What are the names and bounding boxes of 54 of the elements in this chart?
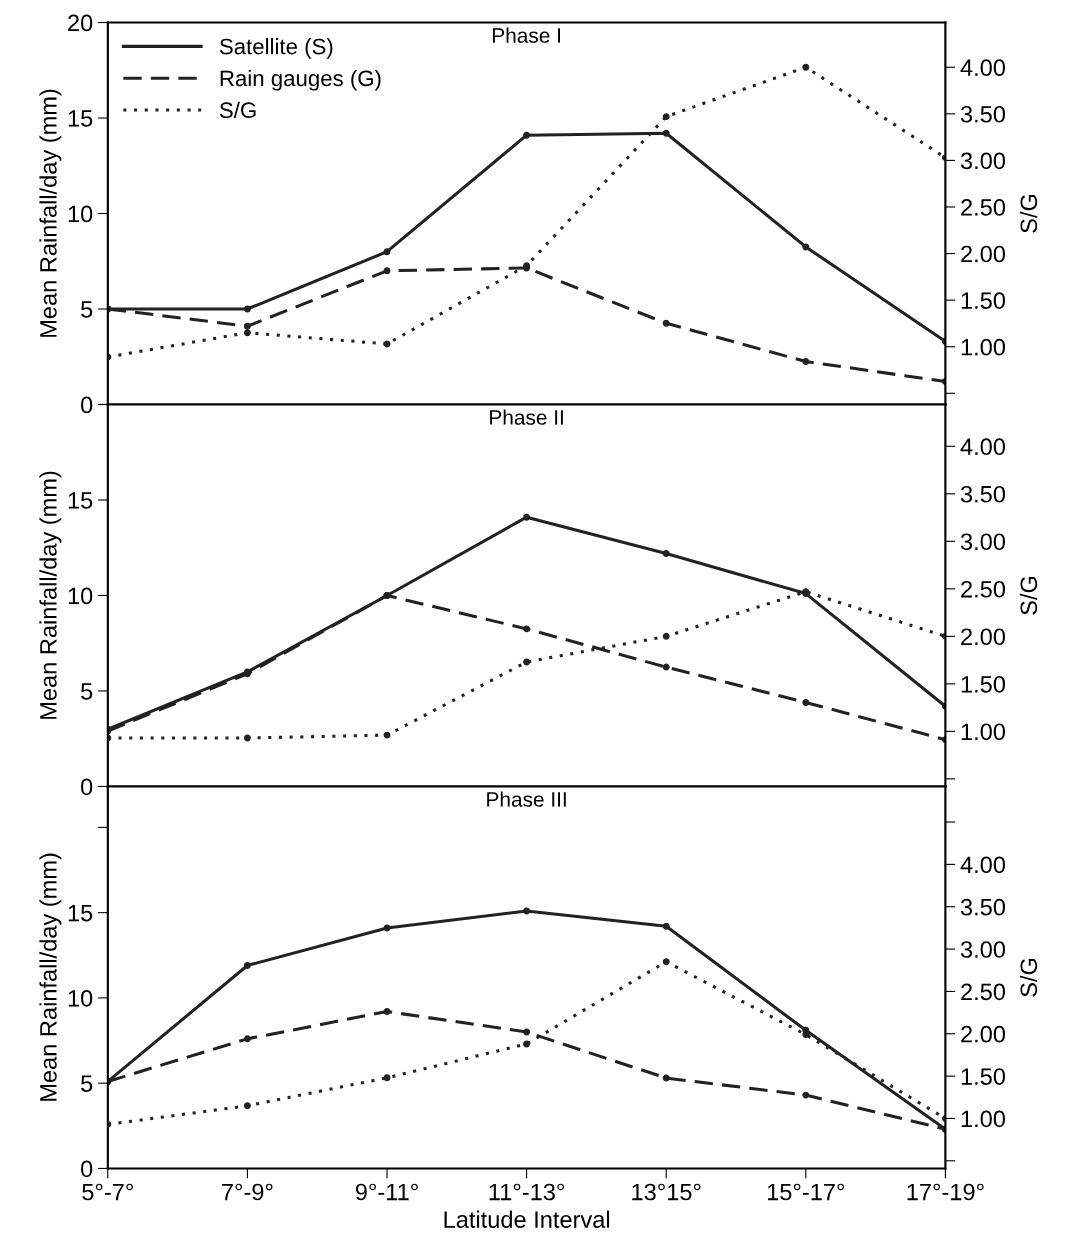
y-tick-label: 5 (81, 1075, 93, 1092)
y2-tick-label: 3.50 (960, 485, 1006, 503)
y2-tick-label: 2.00 (961, 1025, 1006, 1043)
y-axis-title: Mean Rainfall/day (mm) (39, 89, 62, 337)
legend-label: Satellite (S) (219, 38, 333, 59)
chart-title: Phase II (490, 409, 563, 425)
y-tick-label: 15 (68, 492, 93, 509)
y2-tick-label: 3.00 (960, 941, 1006, 958)
y2-tick-label: 1.00 (961, 338, 1006, 356)
y-tick-label: 5 (81, 683, 93, 700)
y-axis-title: Mean Rainfall/day (mm) (39, 853, 62, 1101)
y2-tick-label: 2.50 (961, 580, 1006, 598)
chart-title: Phase I (492, 27, 561, 43)
y-tick-label: 0 (81, 778, 93, 796)
x-tick-label: 11°-13° (489, 1183, 564, 1201)
y2-tick-label: 2.50 (961, 983, 1006, 1001)
y2-tick-label: 4.00 (960, 438, 1006, 456)
y2-tick-label: 1.00 (961, 723, 1006, 741)
y-tick-label: 0 (81, 396, 93, 414)
y2-tick-label: 4.00 (960, 856, 1006, 874)
legend-label: Rain gauges (G) (220, 69, 381, 91)
y2-tick-label: 3.50 (960, 898, 1006, 916)
x-tick-label: 13°15° (632, 1183, 701, 1201)
y2-tick-label: 2.00 (961, 628, 1006, 646)
y-tick-label: 10 (68, 587, 93, 605)
y-tick-label: 15 (68, 110, 93, 127)
y2-tick-label: 1.50 (961, 292, 1006, 309)
y2-tick-label: 2.00 (961, 245, 1006, 263)
y-tick-label: 10 (68, 989, 93, 1007)
x-tick-label: 17°-19° (907, 1183, 984, 1201)
y2-axis-title: S/G (1019, 576, 1038, 615)
legend-label: S/G (219, 101, 256, 119)
y-axis-title: Mean Rainfall/day (mm) (39, 471, 62, 719)
y-tick-label: 5 (81, 301, 93, 318)
y2-tick-label: 3.50 (960, 105, 1006, 123)
y2-tick-label: 4.00 (960, 59, 1006, 77)
y2-tick-label: 1.50 (961, 675, 1006, 693)
y-tick-label: 15 (68, 904, 93, 922)
y-tick-label: 10 (68, 205, 93, 223)
y2-tick-label: 3.00 (960, 533, 1006, 551)
y2-tick-label: 2.50 (961, 199, 1006, 216)
y2-tick-label: 1.50 (961, 1068, 1006, 1085)
y2-axis-title: S/G (1019, 194, 1038, 233)
chart-title: Phase III (487, 791, 566, 807)
y2-tick-label: 1.00 (961, 1110, 1006, 1128)
y2-axis-title: S/G (1019, 958, 1038, 997)
y-tick-label: 0 (81, 1160, 93, 1178)
y-tick-label: 20 (68, 14, 93, 32)
x-tick-label: 7°-9° (222, 1183, 273, 1201)
x-axis-title: Latitude Interval (444, 1210, 610, 1228)
x-tick-label: 15°-17° (767, 1183, 845, 1201)
x-tick-label: 5°-7° (82, 1183, 133, 1201)
x-tick-label: 9°-11° (355, 1183, 418, 1201)
y2-tick-label: 3.00 (960, 152, 1006, 170)
